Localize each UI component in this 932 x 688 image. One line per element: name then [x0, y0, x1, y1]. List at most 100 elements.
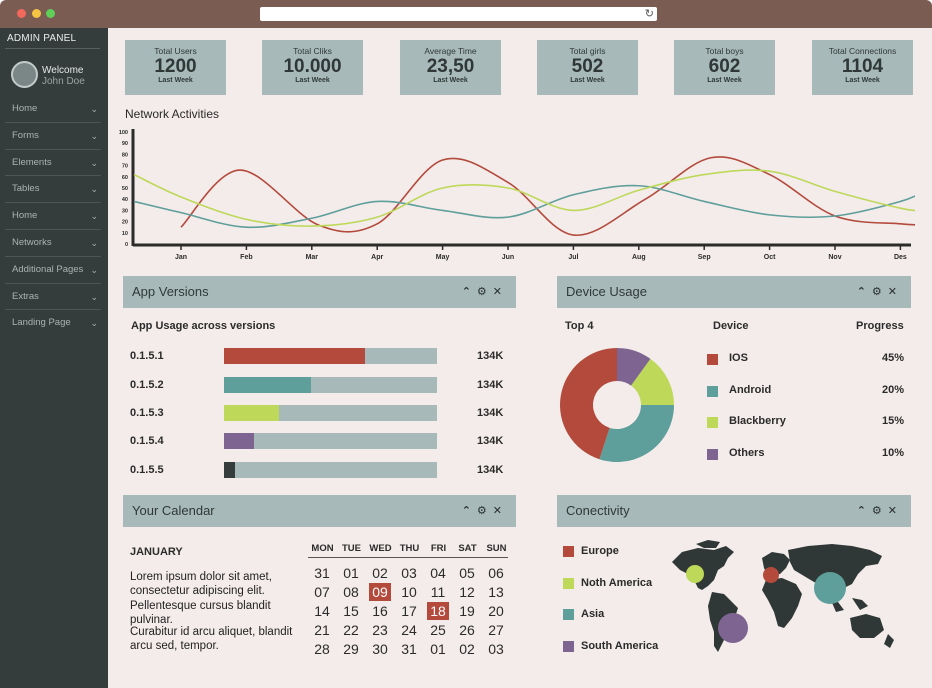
- device-name: Others: [729, 447, 765, 459]
- version-label: 0.1.5.2: [130, 379, 164, 391]
- maximize-window-button[interactable]: [46, 9, 55, 18]
- collapse-icon[interactable]: ⌃: [461, 505, 477, 517]
- sidebar-item-home[interactable]: Home ⌄: [5, 96, 101, 123]
- gear-icon[interactable]: ⚙: [871, 286, 888, 298]
- calendar-day[interactable]: 23: [372, 622, 388, 638]
- calendar-day[interactable]: 09: [369, 583, 391, 601]
- panel-title: Device Usage: [566, 284, 647, 299]
- calendar-day[interactable]: 10: [401, 584, 417, 600]
- calendar-day[interactable]: 22: [343, 622, 359, 638]
- device-usage-header: Device Usage ⌃⚙✕: [557, 276, 911, 308]
- calendar-day[interactable]: 15: [343, 603, 359, 619]
- sidebar-item-networks[interactable]: Networks ⌄: [5, 230, 101, 257]
- x-tick-label: Nov: [828, 254, 841, 261]
- collapse-icon[interactable]: ⌃: [856, 286, 872, 298]
- calendar-day[interactable]: 05: [459, 565, 475, 581]
- calendar-day[interactable]: 11: [430, 584, 446, 600]
- stat-period: Last Week: [707, 77, 742, 84]
- close-window-button[interactable]: [17, 9, 26, 18]
- calendar-day[interactable]: 03: [488, 641, 504, 657]
- calendar-day[interactable]: 01: [343, 565, 359, 581]
- close-icon[interactable]: ✕: [492, 286, 508, 298]
- sidebar-item-label: Extras: [12, 290, 39, 302]
- stat-value: 602: [708, 56, 741, 77]
- calendar-header: Your Calendar ⌃⚙✕: [123, 495, 516, 527]
- series-line: [180, 156, 915, 236]
- usage-bar-fill: [224, 433, 254, 449]
- calendar-day[interactable]: 31: [401, 641, 417, 657]
- calendar-day[interactable]: 02: [372, 565, 388, 581]
- calendar-day[interactable]: 27: [488, 622, 504, 638]
- usage-bar-fill: [224, 377, 312, 393]
- sidebar-item-forms[interactable]: Forms ⌄: [5, 123, 101, 150]
- version-count: 134K: [477, 435, 504, 447]
- calendar-day[interactable]: 30: [372, 641, 388, 657]
- version-row: 0.1.5.2 134K: [130, 377, 503, 393]
- region-bubble[interactable]: [686, 565, 704, 583]
- minimize-window-button[interactable]: [32, 9, 41, 18]
- welcome-text: Welcome: [42, 65, 84, 76]
- weekday-header: FRI: [430, 543, 447, 554]
- avatar[interactable]: [11, 61, 38, 88]
- app-versions-header: App Versions ⌃⚙✕: [123, 276, 516, 308]
- close-icon[interactable]: ✕: [492, 505, 508, 517]
- reload-icon[interactable]: ↻: [644, 8, 654, 20]
- calendar-day[interactable]: 03: [401, 565, 417, 581]
- calendar-day[interactable]: 08: [343, 584, 359, 600]
- calendar-day[interactable]: 26: [459, 622, 475, 638]
- region-bubble[interactable]: [814, 572, 846, 604]
- calendar-day[interactable]: 20: [488, 603, 504, 619]
- stat-card-total-girls[interactable]: Total girls 502 Last Week: [537, 40, 638, 95]
- calendar-day[interactable]: 28: [314, 641, 330, 657]
- sidebar-item-tables[interactable]: Tables ⌄: [5, 176, 101, 204]
- sidebar-item-extras[interactable]: Extras ⌄: [5, 284, 101, 311]
- gear-icon[interactable]: ⚙: [476, 286, 493, 298]
- x-tick-label: Jul: [568, 254, 578, 261]
- sidebar-item-home-2[interactable]: Home ⌄: [5, 203, 101, 230]
- calendar-day[interactable]: 01: [430, 641, 446, 657]
- close-icon[interactable]: ✕: [887, 505, 903, 517]
- address-bar[interactable]: ↻: [260, 7, 657, 21]
- y-tick-label: 90: [122, 141, 128, 147]
- version-row: 0.1.5.3 134K: [130, 405, 503, 421]
- calendar-day[interactable]: 07: [314, 584, 330, 600]
- close-icon[interactable]: ✕: [887, 286, 903, 298]
- gear-icon[interactable]: ⚙: [476, 505, 493, 517]
- collapse-icon[interactable]: ⌃: [461, 286, 477, 298]
- calendar-day[interactable]: 21: [314, 622, 330, 638]
- sidebar-item-landing-page[interactable]: Landing Page ⌄: [5, 310, 101, 337]
- stat-card-total-users[interactable]: Total Users 1200 Last Week: [125, 40, 226, 95]
- collapse-icon[interactable]: ⌃: [856, 505, 872, 517]
- sidebar-item-elements[interactable]: Elements ⌄: [5, 150, 101, 177]
- stat-card-total-cliks[interactable]: Total Cliks 10.000 Last Week: [262, 40, 363, 95]
- stat-card-total-connections[interactable]: Total Connections 1104 Last Week: [812, 40, 913, 95]
- calendar-day[interactable]: 17: [401, 603, 417, 619]
- calendar-day[interactable]: 12: [459, 584, 475, 600]
- calendar-day[interactable]: 19: [459, 603, 475, 619]
- calendar-day[interactable]: 14: [314, 603, 330, 619]
- calendar-day[interactable]: 29: [343, 641, 359, 657]
- stat-card-average-time[interactable]: Average Time 23,50 Last Week: [400, 40, 501, 95]
- region-bubble[interactable]: [763, 567, 779, 583]
- network-activities-chart: 0 10 20 30 40 50 60 70 80 90 100 Jan Feb Mar Apr May Jun…: [119, 129, 915, 261]
- calendar-day[interactable]: 18: [427, 602, 449, 620]
- calendar-day[interactable]: 24: [401, 622, 417, 638]
- calendar-day[interactable]: 13: [488, 584, 504, 600]
- calendar-day[interactable]: 16: [372, 603, 388, 619]
- stat-period: Last Week: [433, 77, 468, 84]
- stat-card-total-boys[interactable]: Total boys 602 Last Week: [674, 40, 775, 95]
- gear-icon[interactable]: ⚙: [871, 505, 888, 517]
- calendar-day[interactable]: 31: [314, 565, 330, 581]
- weekday-header: THU: [399, 543, 420, 554]
- x-tick-label: May: [436, 254, 450, 261]
- sidebar-item-additional-pages[interactable]: Additional Pages ⌄: [5, 257, 101, 284]
- y-tick-label: 50: [122, 186, 128, 192]
- calendar-day[interactable]: 02: [459, 641, 475, 657]
- calendar-day[interactable]: 04: [430, 565, 446, 581]
- calendar-day[interactable]: 06: [488, 565, 504, 581]
- calendar-day[interactable]: 25: [430, 622, 446, 638]
- stat-label: Total girls: [569, 46, 606, 56]
- device-row-android: Android 20%: [707, 384, 907, 398]
- version-label: 0.1.5.4: [130, 435, 164, 447]
- region-bubble[interactable]: [718, 613, 748, 643]
